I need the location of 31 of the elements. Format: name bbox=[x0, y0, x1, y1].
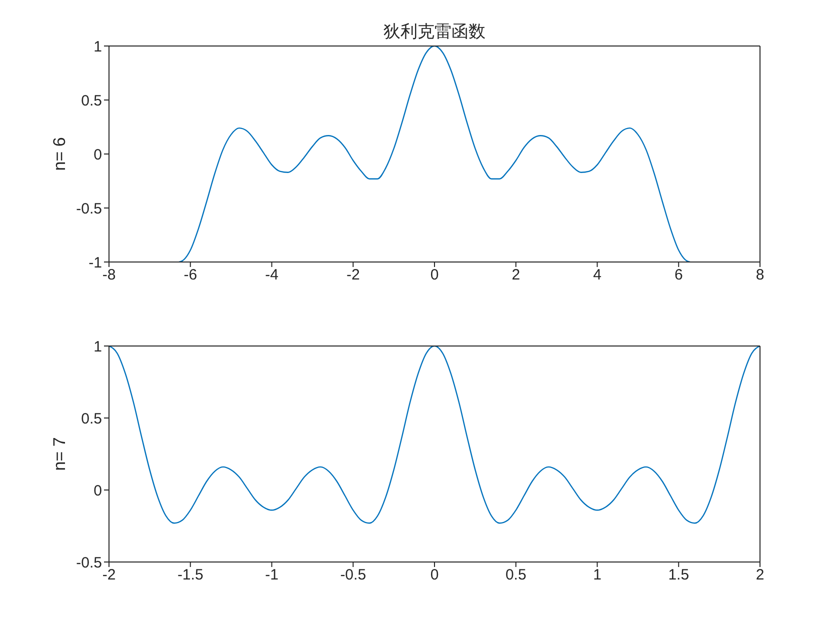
y-axis-title: n= 6 bbox=[50, 137, 70, 171]
x-tick-label: 0 bbox=[430, 566, 439, 584]
x-tick-label: 2 bbox=[512, 266, 520, 284]
x-tick-label: -1 bbox=[265, 566, 278, 584]
x-tick-label: 6 bbox=[674, 266, 683, 284]
x-tick-label: -1.5 bbox=[177, 566, 204, 584]
y-tick-label: 0 bbox=[94, 482, 102, 500]
y-tick-label: 0.5 bbox=[81, 410, 102, 428]
x-tick-label: 4 bbox=[593, 266, 602, 284]
x-tick-label: 1 bbox=[593, 566, 602, 584]
y-axis-title: n= 7 bbox=[50, 437, 70, 471]
x-tick-label: 0 bbox=[430, 266, 439, 284]
x-tick-label: -0.5 bbox=[340, 566, 366, 584]
y-tick-label: 0 bbox=[94, 146, 102, 164]
x-tick-label: -2 bbox=[346, 266, 360, 284]
x-tick-label: -8 bbox=[102, 266, 116, 284]
x-tick-label: 0.5 bbox=[505, 566, 526, 584]
chart-title: 狄利克雷函数 bbox=[382, 21, 486, 43]
y-tick-label: -1 bbox=[88, 254, 102, 272]
y-tick-label: -0.5 bbox=[76, 200, 102, 218]
x-tick-label: 8 bbox=[756, 266, 764, 284]
line-series bbox=[178, 46, 691, 262]
x-tick-label: 1.5 bbox=[668, 566, 690, 584]
x-tick-label: 2 bbox=[756, 566, 764, 584]
y-tick-label: 1 bbox=[94, 38, 102, 56]
x-tick-label: -4 bbox=[265, 266, 278, 284]
y-tick-label: 0.5 bbox=[81, 92, 102, 110]
x-tick-label: -2 bbox=[102, 566, 116, 584]
y-tick-label: -0.5 bbox=[76, 554, 102, 572]
x-tick-label: -6 bbox=[184, 266, 198, 284]
y-tick-label: 1 bbox=[94, 338, 102, 356]
